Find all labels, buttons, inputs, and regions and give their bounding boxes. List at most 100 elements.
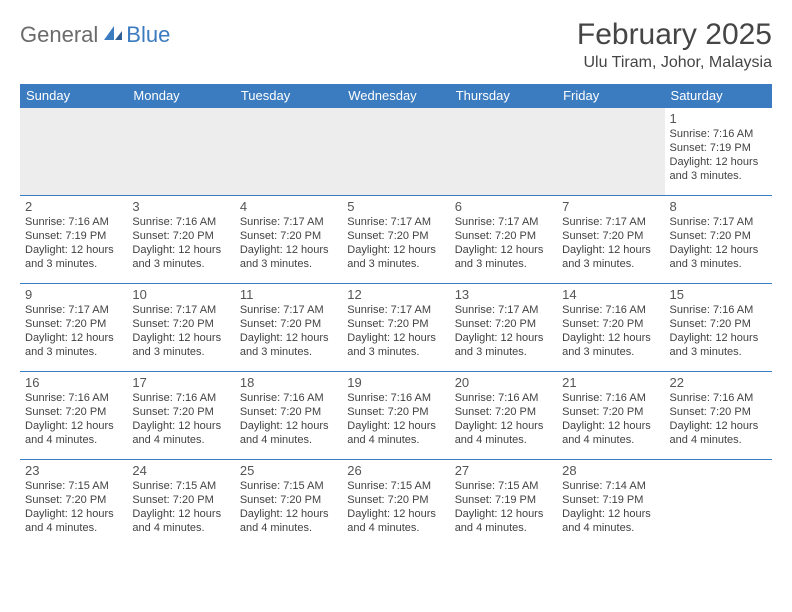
day-number: 19: [347, 375, 444, 391]
calendar-cell: 14Sunrise: 7:16 AMSunset: 7:20 PMDayligh…: [557, 284, 664, 372]
day-number: 26: [347, 463, 444, 479]
sunrise-line: Sunrise: 7:15 AM: [347, 480, 444, 494]
sunrise-line: Sunrise: 7:15 AM: [455, 480, 552, 494]
daylight-line: Daylight: 12 hours and 3 minutes.: [670, 156, 767, 184]
calendar-cell: 13Sunrise: 7:17 AMSunset: 7:20 PMDayligh…: [450, 284, 557, 372]
sunrise-line: Sunrise: 7:16 AM: [670, 304, 767, 318]
day-number: 9: [25, 287, 122, 303]
calendar-cell: 15Sunrise: 7:16 AMSunset: 7:20 PMDayligh…: [665, 284, 772, 372]
sunrise-line: Sunrise: 7:16 AM: [455, 392, 552, 406]
day-number: 6: [455, 199, 552, 215]
calendar-cell: 10Sunrise: 7:17 AMSunset: 7:20 PMDayligh…: [127, 284, 234, 372]
day-number: 11: [240, 287, 337, 303]
sunset-line: Sunset: 7:19 PM: [562, 494, 659, 508]
daylight-line: Daylight: 12 hours and 3 minutes.: [455, 332, 552, 360]
day-header: Sunday: [20, 84, 127, 108]
calendar-cell: 2Sunrise: 7:16 AMSunset: 7:19 PMDaylight…: [20, 196, 127, 284]
page-header: General Blue February 2025 Ulu Tiram, Jo…: [20, 18, 772, 72]
calendar-cell: 12Sunrise: 7:17 AMSunset: 7:20 PMDayligh…: [342, 284, 449, 372]
logo-text-blue: Blue: [126, 22, 170, 48]
calendar-cell: 4Sunrise: 7:17 AMSunset: 7:20 PMDaylight…: [235, 196, 342, 284]
calendar-cell: 6Sunrise: 7:17 AMSunset: 7:20 PMDaylight…: [450, 196, 557, 284]
day-number: 1: [670, 111, 767, 127]
daylight-line: Daylight: 12 hours and 4 minutes.: [455, 508, 552, 536]
sunrise-line: Sunrise: 7:16 AM: [132, 392, 229, 406]
sunrise-line: Sunrise: 7:16 AM: [240, 392, 337, 406]
calendar-cell: [20, 108, 127, 196]
daylight-line: Daylight: 12 hours and 3 minutes.: [670, 244, 767, 272]
sunrise-line: Sunrise: 7:17 AM: [670, 216, 767, 230]
sunrise-line: Sunrise: 7:17 AM: [132, 304, 229, 318]
calendar-cell: 7Sunrise: 7:17 AMSunset: 7:20 PMDaylight…: [557, 196, 664, 284]
calendar-cell: [235, 108, 342, 196]
day-number: 5: [347, 199, 444, 215]
calendar-row: 1Sunrise: 7:16 AMSunset: 7:19 PMDaylight…: [20, 108, 772, 196]
calendar-cell: 9Sunrise: 7:17 AMSunset: 7:20 PMDaylight…: [20, 284, 127, 372]
title-block: February 2025 Ulu Tiram, Johor, Malaysia: [577, 18, 772, 72]
calendar-cell: 16Sunrise: 7:16 AMSunset: 7:20 PMDayligh…: [20, 372, 127, 460]
day-number: 13: [455, 287, 552, 303]
daylight-line: Daylight: 12 hours and 3 minutes.: [240, 332, 337, 360]
calendar-cell: 25Sunrise: 7:15 AMSunset: 7:20 PMDayligh…: [235, 460, 342, 548]
daylight-line: Daylight: 12 hours and 4 minutes.: [240, 420, 337, 448]
sunrise-line: Sunrise: 7:17 AM: [240, 304, 337, 318]
day-header: Monday: [127, 84, 234, 108]
day-number: 28: [562, 463, 659, 479]
daylight-line: Daylight: 12 hours and 4 minutes.: [25, 508, 122, 536]
daylight-line: Daylight: 12 hours and 4 minutes.: [347, 508, 444, 536]
calendar-cell: 26Sunrise: 7:15 AMSunset: 7:20 PMDayligh…: [342, 460, 449, 548]
sunset-line: Sunset: 7:20 PM: [562, 406, 659, 420]
daylight-line: Daylight: 12 hours and 4 minutes.: [347, 420, 444, 448]
daylight-line: Daylight: 12 hours and 4 minutes.: [132, 420, 229, 448]
sunset-line: Sunset: 7:20 PM: [455, 318, 552, 332]
sunset-line: Sunset: 7:20 PM: [25, 406, 122, 420]
calendar-cell: 27Sunrise: 7:15 AMSunset: 7:19 PMDayligh…: [450, 460, 557, 548]
daylight-line: Daylight: 12 hours and 4 minutes.: [240, 508, 337, 536]
day-header: Thursday: [450, 84, 557, 108]
sunrise-line: Sunrise: 7:14 AM: [562, 480, 659, 494]
sunrise-line: Sunrise: 7:17 AM: [347, 304, 444, 318]
daylight-line: Daylight: 12 hours and 3 minutes.: [132, 332, 229, 360]
sunset-line: Sunset: 7:20 PM: [670, 406, 767, 420]
day-number: 17: [132, 375, 229, 391]
sunset-line: Sunset: 7:20 PM: [132, 406, 229, 420]
sunrise-line: Sunrise: 7:17 AM: [562, 216, 659, 230]
sunrise-line: Sunrise: 7:16 AM: [562, 304, 659, 318]
calendar-body: 1Sunrise: 7:16 AMSunset: 7:19 PMDaylight…: [20, 108, 772, 548]
calendar-row: 9Sunrise: 7:17 AMSunset: 7:20 PMDaylight…: [20, 284, 772, 372]
daylight-line: Daylight: 12 hours and 3 minutes.: [347, 332, 444, 360]
day-number: 14: [562, 287, 659, 303]
day-header: Wednesday: [342, 84, 449, 108]
sunrise-line: Sunrise: 7:15 AM: [240, 480, 337, 494]
sunset-line: Sunset: 7:20 PM: [347, 406, 444, 420]
daylight-line: Daylight: 12 hours and 4 minutes.: [670, 420, 767, 448]
day-number: 18: [240, 375, 337, 391]
day-number: 25: [240, 463, 337, 479]
day-header: Friday: [557, 84, 664, 108]
sunset-line: Sunset: 7:20 PM: [347, 230, 444, 244]
day-header: Saturday: [665, 84, 772, 108]
sunset-line: Sunset: 7:20 PM: [25, 318, 122, 332]
daylight-line: Daylight: 12 hours and 3 minutes.: [347, 244, 444, 272]
calendar-head: SundayMondayTuesdayWednesdayThursdayFrid…: [20, 84, 772, 108]
sunset-line: Sunset: 7:19 PM: [670, 142, 767, 156]
calendar-cell: 18Sunrise: 7:16 AMSunset: 7:20 PMDayligh…: [235, 372, 342, 460]
calendar-cell: 1Sunrise: 7:16 AMSunset: 7:19 PMDaylight…: [665, 108, 772, 196]
day-number: 8: [670, 199, 767, 215]
calendar-row: 2Sunrise: 7:16 AMSunset: 7:19 PMDaylight…: [20, 196, 772, 284]
sunrise-line: Sunrise: 7:16 AM: [670, 392, 767, 406]
calendar-cell: [665, 460, 772, 548]
daylight-line: Daylight: 12 hours and 3 minutes.: [240, 244, 337, 272]
daylight-line: Daylight: 12 hours and 3 minutes.: [562, 244, 659, 272]
sunset-line: Sunset: 7:20 PM: [347, 494, 444, 508]
calendar-cell: [557, 108, 664, 196]
calendar-cell: 22Sunrise: 7:16 AMSunset: 7:20 PMDayligh…: [665, 372, 772, 460]
logo: General Blue: [20, 22, 170, 48]
day-number: 10: [132, 287, 229, 303]
sunset-line: Sunset: 7:20 PM: [562, 230, 659, 244]
daylight-line: Daylight: 12 hours and 3 minutes.: [25, 332, 122, 360]
sunset-line: Sunset: 7:20 PM: [132, 318, 229, 332]
sunrise-line: Sunrise: 7:17 AM: [455, 216, 552, 230]
calendar-table: SundayMondayTuesdayWednesdayThursdayFrid…: [20, 84, 772, 548]
sunset-line: Sunset: 7:20 PM: [240, 406, 337, 420]
